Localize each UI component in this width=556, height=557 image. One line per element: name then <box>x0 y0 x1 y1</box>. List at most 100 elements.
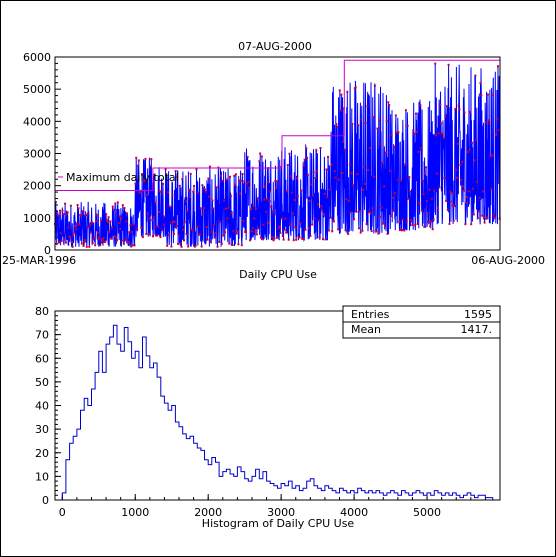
cpu-series-marker <box>120 217 123 220</box>
cpu-series-marker <box>130 245 133 248</box>
cpu-series-marker <box>399 229 402 231</box>
cpu-series-marker <box>136 228 139 231</box>
cpu-series-marker <box>205 226 208 228</box>
cpu-series-marker <box>300 189 303 192</box>
histogram-plot-frame <box>54 310 501 501</box>
cpu-series-marker <box>115 236 118 239</box>
cpu-series-marker <box>479 82 482 85</box>
hist-y-tick-label: 10 <box>35 470 49 483</box>
cpu-series-marker <box>393 145 396 148</box>
cpu-series-marker <box>450 200 453 203</box>
cpu-series-marker <box>424 172 427 175</box>
cpu-series-marker <box>404 109 407 112</box>
histogram-y-axis: 0 10 20 30 40 50 60 70 80 <box>35 305 61 507</box>
cpu-series-marker <box>372 115 375 118</box>
cpu-series-marker <box>335 123 338 126</box>
cpu-series-marker <box>209 241 212 244</box>
cpu-series-marker <box>354 86 357 89</box>
cpu-series-marker <box>433 189 436 192</box>
cpu-series-marker <box>183 221 186 224</box>
cpu-series-marker <box>261 238 264 241</box>
cpu-series-marker <box>127 241 130 243</box>
cpu-series-marker <box>157 225 159 228</box>
cpu-series-marker <box>201 184 204 187</box>
cpu-series-marker <box>378 119 381 122</box>
cpu-series-marker <box>168 205 171 208</box>
cpu-series-marker <box>157 211 160 213</box>
cpu-series-marker <box>225 178 228 181</box>
cpu-series-marker <box>305 147 308 150</box>
cpu-series-marker <box>294 226 297 229</box>
cpu-series-marker <box>475 138 478 141</box>
cpu-series-marker <box>272 239 275 242</box>
cpu-series-line <box>54 63 501 247</box>
cpu-series-marker <box>173 220 176 223</box>
cpu-series-marker <box>96 231 99 234</box>
cpu-series-marker <box>95 220 97 223</box>
cpu-series-marker <box>189 172 192 175</box>
cpu-series-marker <box>151 219 154 221</box>
cpu-series-marker <box>298 236 301 239</box>
cpu-series-marker <box>265 198 268 201</box>
cpu-series-marker <box>306 156 309 159</box>
cpu-series-marker <box>122 242 125 245</box>
cpu-series-marker <box>183 239 185 242</box>
cpu-series-marker <box>232 229 235 232</box>
cpu-series-marker <box>109 220 112 223</box>
cpu-series-marker <box>89 223 92 226</box>
cpu-series-marker <box>71 245 74 248</box>
cpu-series-marker <box>320 205 323 207</box>
cpu-series-marker <box>224 231 226 234</box>
cpu-series-marker <box>80 242 83 245</box>
cpu-series-marker <box>214 232 217 235</box>
cpu-series-marker <box>490 188 493 190</box>
cpu-series-marker <box>59 209 61 212</box>
histogram-bars <box>61 324 494 500</box>
cpu-series-marker <box>364 121 367 124</box>
cpu-series-marker <box>328 188 331 191</box>
cpu-series-marker <box>492 213 495 216</box>
cpu-series-marker <box>290 175 293 178</box>
cpu-series-marker <box>135 156 138 159</box>
cpu-series-marker <box>116 201 119 204</box>
cpu-series-marker <box>384 225 386 228</box>
cpu-series-marker <box>221 179 224 182</box>
cpu-series-marker <box>233 174 236 177</box>
cpu-series-marker <box>101 238 104 241</box>
cpu-series-marker <box>94 244 97 247</box>
cpu-series-marker <box>191 229 194 232</box>
cpu-series-marker <box>270 236 273 238</box>
cpu-series-marker <box>170 245 173 248</box>
cpu-series-marker <box>419 104 422 107</box>
cpu-series-marker <box>76 204 79 206</box>
cpu-series-marker <box>452 219 455 222</box>
cpu-series-marker <box>133 244 136 247</box>
cpu-series-marker <box>184 200 187 203</box>
cpu-series-marker <box>253 217 256 220</box>
cpu-series-marker <box>486 216 489 219</box>
cpu-series-marker <box>263 198 266 201</box>
cpu-series-marker <box>106 221 109 224</box>
cpu-series-marker <box>57 214 60 217</box>
cpu-series-marker <box>387 101 390 104</box>
cpu-series-marker <box>85 214 87 216</box>
cpu-series-marker <box>59 232 62 235</box>
cpu-series-marker <box>162 223 165 226</box>
cpu-series-marker <box>286 164 289 166</box>
cpu-series-marker <box>369 212 372 215</box>
cpu-series-marker <box>100 241 103 244</box>
cpu-series-marker <box>278 225 281 228</box>
cpu-series-marker <box>148 217 151 220</box>
cpu-series-marker <box>147 233 150 236</box>
cpu-series-marker <box>416 223 419 225</box>
cpu-series-marker <box>131 244 134 247</box>
hist-x-tick-label: 0 <box>59 506 66 519</box>
cpu-series-marker <box>453 205 456 208</box>
cpu-series-marker <box>269 190 272 193</box>
cpu-series-marker <box>85 245 88 248</box>
cpu-series-marker <box>248 186 251 189</box>
cpu-series-marker <box>327 229 330 232</box>
cpu-series-marker <box>482 216 485 219</box>
cpu-series-marker <box>90 231 92 234</box>
